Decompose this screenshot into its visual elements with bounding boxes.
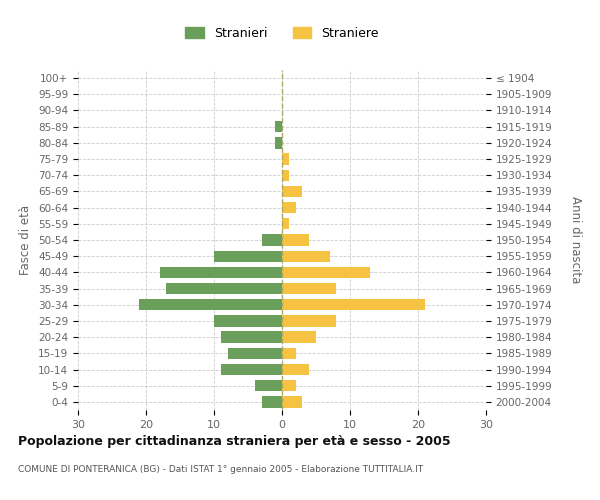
Bar bbox=[227, 348, 282, 359]
Bar bbox=[282, 234, 309, 246]
Bar bbox=[262, 396, 282, 407]
Bar bbox=[282, 186, 302, 197]
Bar bbox=[282, 396, 302, 407]
Text: Popolazione per cittadinanza straniera per età e sesso - 2005: Popolazione per cittadinanza straniera p… bbox=[18, 435, 451, 448]
Bar bbox=[282, 250, 329, 262]
Bar bbox=[282, 283, 337, 294]
Bar bbox=[214, 250, 282, 262]
Bar bbox=[282, 316, 337, 326]
Bar bbox=[275, 121, 282, 132]
Bar bbox=[160, 266, 282, 278]
Bar bbox=[282, 348, 296, 359]
Bar bbox=[221, 332, 282, 343]
Legend: Stranieri, Straniere: Stranieri, Straniere bbox=[180, 22, 384, 45]
Y-axis label: Fasce di età: Fasce di età bbox=[19, 205, 32, 275]
Bar bbox=[282, 299, 425, 310]
Bar bbox=[262, 234, 282, 246]
Bar bbox=[282, 266, 370, 278]
Bar bbox=[166, 283, 282, 294]
Bar bbox=[221, 364, 282, 375]
Text: COMUNE DI PONTERANICA (BG) - Dati ISTAT 1° gennaio 2005 - Elaborazione TUTTITALI: COMUNE DI PONTERANICA (BG) - Dati ISTAT … bbox=[18, 465, 423, 474]
Bar bbox=[139, 299, 282, 310]
Bar bbox=[255, 380, 282, 392]
Bar bbox=[282, 202, 296, 213]
Bar bbox=[214, 316, 282, 326]
Bar bbox=[282, 364, 309, 375]
Bar bbox=[282, 154, 289, 164]
Bar bbox=[282, 218, 289, 230]
Bar bbox=[282, 380, 296, 392]
Y-axis label: Anni di nascita: Anni di nascita bbox=[569, 196, 582, 284]
Bar bbox=[282, 170, 289, 181]
Bar bbox=[282, 332, 316, 343]
Bar bbox=[275, 137, 282, 148]
